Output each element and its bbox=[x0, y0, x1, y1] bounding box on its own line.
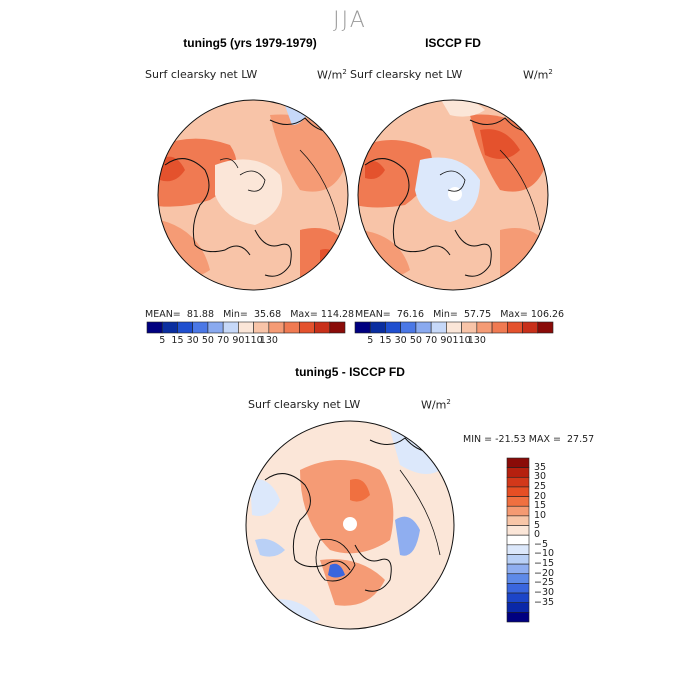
panel1-variable: Surf clearsky net LW bbox=[145, 68, 258, 81]
panel2-variable: Surf clearsky net LW bbox=[350, 68, 463, 81]
colorbar-tick-label: −30 bbox=[534, 587, 555, 599]
colorbar-swatch bbox=[161, 321, 178, 334]
colorbar-tick-label: 30 bbox=[534, 471, 547, 483]
colorbar-swatch bbox=[506, 612, 530, 623]
colorbar-swatch bbox=[506, 486, 530, 497]
colorbar-swatch bbox=[506, 505, 530, 517]
colorbar-swatch bbox=[329, 321, 346, 334]
colorbar-swatch bbox=[506, 534, 530, 546]
panel3-title: tuning5 - ISCCP FD bbox=[295, 365, 405, 379]
panel1-title: tuning5 (yrs 1979-1979) bbox=[183, 36, 317, 50]
colorbar-tick-label: 110 bbox=[452, 335, 471, 346]
colorbar-swatch bbox=[461, 321, 478, 334]
colorbar-tick-label: 90 bbox=[232, 335, 245, 346]
panel2-title: ISCCP FD bbox=[425, 36, 481, 50]
panel1-stats: MEAN= 81.88 Min= 35.68 Max= 114.28 bbox=[145, 309, 355, 320]
colorbar-tick-label: 30 bbox=[394, 335, 407, 346]
colorbar-swatch bbox=[369, 321, 386, 334]
panel3-stats: MIN = -21.53 MAX = 27.57 bbox=[463, 434, 595, 445]
panel2-unit: W/m2 bbox=[523, 68, 553, 82]
colorbar-swatch bbox=[299, 321, 315, 334]
colorbar-tick-label: 0 bbox=[534, 529, 541, 541]
colorbar-tick-label: 50 bbox=[201, 335, 214, 346]
colorbar-tick-label: 5 bbox=[367, 335, 374, 346]
panel1-unit: W/m2 bbox=[317, 68, 347, 82]
panel3-field bbox=[246, 421, 454, 629]
colorbar-swatch bbox=[506, 525, 530, 536]
colorbar-swatch bbox=[253, 321, 270, 334]
colorbar-swatch bbox=[506, 554, 530, 565]
colorbar-swatch bbox=[177, 321, 193, 334]
colorbar-tick-label: 130 bbox=[259, 335, 278, 346]
colorbar-tick-label: 30 bbox=[186, 335, 199, 346]
colorbar-swatch bbox=[506, 563, 530, 575]
panel2-stats: MEAN= 76.16 Min= 57.75 Max= 106.26 bbox=[355, 309, 565, 320]
colorbar-swatch bbox=[192, 321, 209, 334]
panel3-unit: W/m2 bbox=[421, 398, 451, 412]
colorbar-swatch bbox=[207, 321, 224, 334]
colorbar-swatch bbox=[506, 592, 530, 604]
colorbar-swatch bbox=[268, 321, 285, 334]
colorbar-tick-label: 70 bbox=[217, 335, 230, 346]
colorbar-tick-label: 70 bbox=[425, 335, 438, 346]
colorbar-tick-label: 15 bbox=[534, 500, 547, 512]
colorbar-tick-label: 90 bbox=[440, 335, 453, 346]
colorbar-swatch bbox=[446, 321, 462, 334]
panel3-variable: Surf clearsky net LW bbox=[248, 398, 361, 411]
colorbar-tick-label: 50 bbox=[409, 335, 422, 346]
colorbar-tick-label: 5 bbox=[534, 519, 541, 531]
colorbar-swatch bbox=[314, 321, 331, 334]
colorbar-tick-label: 15 bbox=[171, 335, 184, 346]
colorbar-tick-label: 20 bbox=[534, 490, 547, 502]
colorbar-swatch bbox=[506, 467, 530, 478]
colorbar-tick-label: −10 bbox=[534, 548, 555, 560]
colorbar-swatch bbox=[430, 321, 447, 334]
colorbar-swatch bbox=[385, 321, 401, 334]
colorbar-swatch bbox=[238, 321, 254, 334]
colorbar-swatch bbox=[522, 321, 539, 334]
colorbar-panel1 bbox=[146, 321, 346, 334]
colorbar-swatch bbox=[507, 321, 523, 334]
colorbar-tick-label: 15 bbox=[379, 335, 392, 346]
colorbar-swatch bbox=[476, 321, 493, 334]
colorbar-swatch bbox=[222, 321, 239, 334]
colorbar-swatch bbox=[354, 321, 371, 334]
colorbar-tick-label: −25 bbox=[534, 577, 555, 589]
colorbar-tick-label: −35 bbox=[534, 596, 555, 608]
colorbar-swatch bbox=[283, 321, 300, 334]
colorbar-tick-label: −20 bbox=[534, 567, 555, 579]
colorbar-swatch bbox=[491, 321, 508, 334]
panel2-field bbox=[358, 100, 548, 290]
colorbar-swatch bbox=[506, 583, 530, 594]
colorbar-tick-label: 130 bbox=[467, 335, 486, 346]
colorbar-tick-label: 10 bbox=[534, 509, 547, 521]
colorbar-swatch bbox=[537, 321, 554, 334]
colorbar-swatch bbox=[506, 573, 530, 584]
colorbar-panel3 bbox=[506, 457, 530, 623]
colorbar-swatch bbox=[506, 544, 530, 555]
colorbar-tick-label: 5 bbox=[159, 335, 166, 346]
panel1-field bbox=[158, 100, 348, 290]
colorbar-tick-label: −5 bbox=[534, 538, 549, 550]
colorbar-swatch bbox=[506, 496, 530, 507]
colorbar-swatch bbox=[400, 321, 417, 334]
colorbar-tick-label: −15 bbox=[534, 558, 555, 570]
colorbar-swatch bbox=[415, 321, 432, 334]
colorbar-panel2 bbox=[354, 321, 554, 334]
season-title: JJA bbox=[333, 8, 367, 33]
colorbar-swatch bbox=[506, 515, 530, 526]
colorbar-swatch bbox=[146, 321, 163, 334]
colorbar-tick-label: 25 bbox=[534, 480, 547, 492]
colorbar-tick-label: 35 bbox=[534, 461, 547, 473]
colorbar-swatch bbox=[506, 476, 530, 488]
colorbar-tick-label: 110 bbox=[244, 335, 263, 346]
colorbar-swatch bbox=[506, 602, 530, 613]
colorbar-swatch bbox=[506, 457, 530, 468]
